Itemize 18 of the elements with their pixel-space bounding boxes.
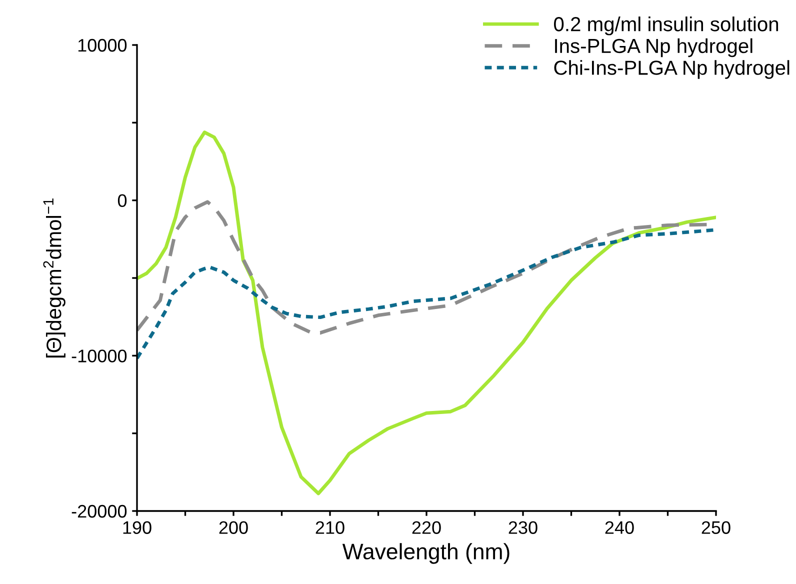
legend-label: Ins-PLGA Np hydrogel [555,38,752,58]
line-series [137,130,716,496]
y-tick-label: 0 [118,194,127,208]
y-axis-title: [Θ]degcm$^{2}$dmol$^{−1}$ [43,198,66,358]
y-tick-label: 10000 [78,38,127,52]
x-tick-label: 200 [219,521,248,534]
legend-label: 0.2 mg/ml insulin solution [554,16,778,36]
x-tick-label: 230 [508,521,538,534]
y-tick-label: -20000 [72,504,127,518]
legend-label: Chi-Ins-PLGA Np hydrogel [554,60,790,79]
x-tick-label: 250 [702,521,730,534]
line-series [137,228,716,360]
x-tick-label: 220 [412,521,441,534]
x-axis-title: Wavelength (nm) [342,543,510,564]
x-tick-label: 190 [123,521,152,534]
y-tick-label: -10000 [72,350,127,362]
x-tick-label: 240 [605,521,634,534]
x-tick-label: 210 [316,521,344,534]
